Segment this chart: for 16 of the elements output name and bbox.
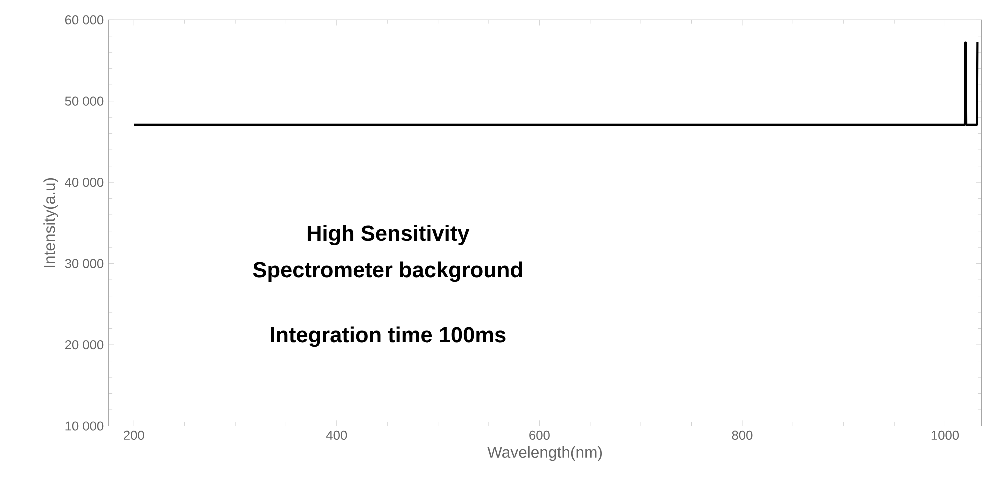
- annotation: Spectrometer background: [253, 262, 522, 282]
- y-tick-label: 20 000: [65, 340, 104, 350]
- x-tick-label: 800: [732, 431, 753, 440]
- annotation: High Sensitivity: [308, 225, 470, 246]
- x-tick-label: 200: [124, 431, 144, 440]
- y-tick-label: 40 000: [65, 178, 104, 188]
- x-tick-label: 1000: [932, 431, 960, 440]
- y-axis-title: Intensity(a.u): [44, 178, 58, 268]
- x-axis-title: Wavelength(nm): [488, 446, 602, 462]
- x-tick-label: 400: [326, 431, 348, 440]
- y-tick-label: 10 000: [66, 422, 104, 431]
- y-tick-label: 50 000: [65, 96, 104, 106]
- y-tick-label: 60 000: [65, 16, 104, 25]
- annotation: Integration time 100ms: [271, 326, 506, 348]
- x-tick-label: 600: [530, 431, 550, 440]
- y-tick-label: 30 000: [65, 259, 104, 269]
